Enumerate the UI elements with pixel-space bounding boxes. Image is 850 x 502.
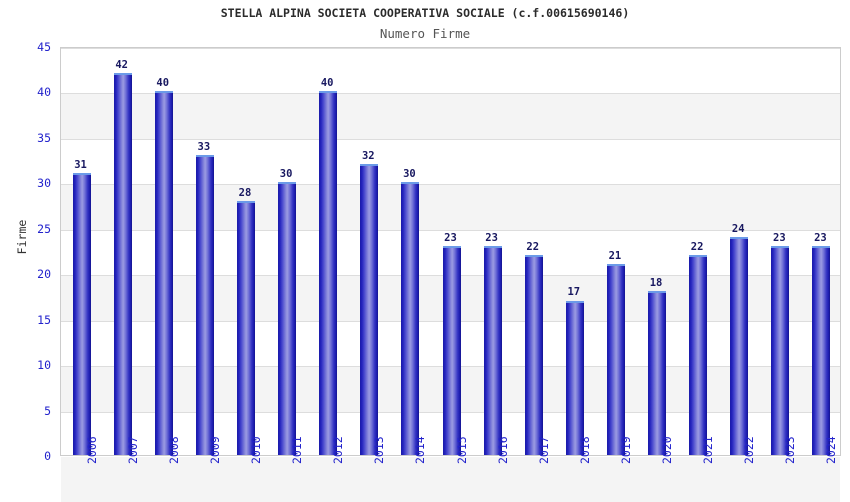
- bar-value-label: 40: [320, 77, 334, 90]
- bar[interactable]: [771, 245, 790, 455]
- x-tick-label: 2009: [207, 436, 222, 464]
- bar-value-label: 42: [115, 59, 128, 72]
- bar[interactable]: [236, 200, 255, 455]
- bar[interactable]: [730, 236, 749, 455]
- bar[interactable]: [812, 245, 831, 455]
- x-tick-label: 2007: [125, 436, 140, 464]
- x-tick-label: 2021: [701, 436, 716, 464]
- bar-value-label: 23: [814, 231, 827, 244]
- y-tick-label: 30: [37, 176, 51, 191]
- bar[interactable]: [648, 291, 667, 455]
- y-tick-label: 15: [37, 312, 51, 327]
- bar[interactable]: [154, 91, 173, 455]
- bar[interactable]: [113, 73, 132, 455]
- chart-title: STELLA ALPINA SOCIETA COOPERATIVA SOCIAL…: [220, 6, 630, 20]
- bar[interactable]: [278, 182, 297, 455]
- bar-value-label: 28: [238, 186, 252, 199]
- x-tick-label: 2024: [824, 436, 839, 464]
- plot-area: [60, 47, 841, 502]
- x-tick-label: 2010: [248, 436, 263, 464]
- bar[interactable]: [689, 255, 708, 455]
- y-tick-label: 20: [37, 267, 51, 282]
- x-tick-label: 2019: [618, 436, 633, 464]
- x-tick-label: 2018: [577, 436, 592, 464]
- y-tick-label: 5: [44, 403, 51, 418]
- y-tick-label: 10: [37, 358, 51, 373]
- y-tick-label: 0: [44, 449, 51, 463]
- bar[interactable]: [606, 264, 625, 455]
- bar[interactable]: [524, 255, 543, 455]
- y-tick-label: 25: [37, 221, 51, 236]
- bar-value-label: 23: [773, 231, 786, 244]
- gridline: [61, 138, 840, 140]
- bar[interactable]: [483, 245, 502, 455]
- bar-value-label: 32: [361, 150, 375, 163]
- x-tick-label: 2023: [783, 436, 798, 464]
- gridline: [61, 93, 840, 95]
- bar-value-label: 33: [197, 141, 211, 154]
- bar[interactable]: [401, 182, 420, 455]
- y-tick-label: 40: [37, 85, 51, 100]
- y-tick-label: 35: [37, 130, 51, 145]
- bar-value-label: 23: [444, 231, 457, 244]
- gridline: [61, 184, 840, 186]
- y-tick-label: 45: [37, 40, 51, 54]
- x-tick-label: 2016: [495, 436, 510, 464]
- bar-value-label: 31: [74, 159, 87, 172]
- bar-value-label: 23: [485, 231, 498, 244]
- x-tick-label: 2012: [331, 436, 346, 464]
- plot-band: [61, 184, 840, 230]
- bar[interactable]: [72, 173, 91, 455]
- bar[interactable]: [442, 245, 461, 455]
- bar[interactable]: [360, 164, 379, 455]
- plot-band: [61, 93, 840, 139]
- bar-value-label: 21: [608, 250, 622, 263]
- bar-value-label: 24: [731, 222, 745, 235]
- bar[interactable]: [319, 91, 338, 455]
- x-tick-label: 2014: [413, 436, 428, 464]
- bar-value-label: 22: [526, 241, 540, 254]
- bar-value-label: 22: [690, 241, 704, 254]
- plot-band: [61, 457, 840, 502]
- bar[interactable]: [565, 300, 584, 455]
- x-tick-label: 2013: [372, 436, 387, 464]
- x-tick-label: 2015: [454, 436, 469, 464]
- bar[interactable]: [195, 155, 214, 455]
- x-tick-label: 2022: [742, 436, 757, 464]
- x-tick-label: 2011: [290, 436, 305, 464]
- chart-subtitle: Numero Firme: [379, 26, 471, 41]
- x-tick-label: 2017: [536, 436, 551, 464]
- x-tick-label: 2008: [166, 436, 181, 464]
- bar-value-label: 18: [649, 277, 663, 290]
- gridline: [61, 229, 840, 231]
- bar-value-label: 30: [403, 168, 416, 181]
- bar-value-label: 40: [156, 77, 170, 90]
- gridline: [61, 48, 840, 49]
- x-tick-label: 2020: [660, 436, 675, 464]
- bar-value-label: 17: [567, 286, 581, 299]
- bar-value-label: 30: [279, 168, 293, 181]
- x-tick-label: 2006: [84, 436, 99, 464]
